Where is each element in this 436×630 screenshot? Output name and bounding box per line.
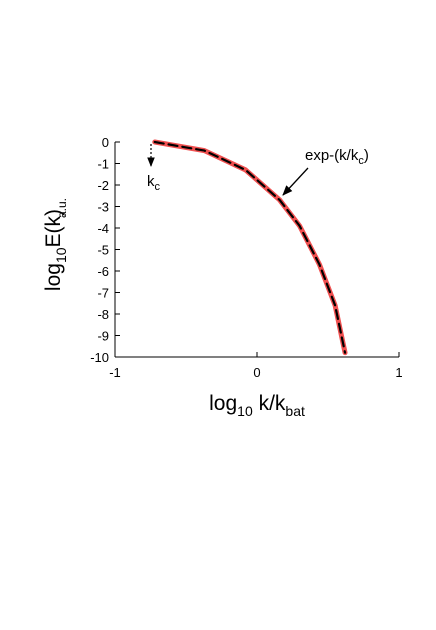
y-tick-label: 0	[102, 135, 109, 150]
annotation-part: )	[364, 147, 369, 164]
y-unit: a.u.	[55, 198, 69, 218]
x-label-sub: bat	[285, 403, 305, 419]
y-tick-label: -4	[97, 221, 109, 236]
marker-label: kc	[147, 173, 161, 193]
x-tick-label: -1	[109, 365, 121, 380]
y-tick-label: -10	[90, 350, 109, 365]
x-label-part: k/k	[253, 392, 286, 415]
y-tick-label: -2	[97, 178, 109, 193]
marker-label-part: k	[147, 173, 155, 190]
y-tick-label: -9	[97, 329, 109, 344]
annotation-arrow	[282, 167, 309, 196]
x-tick-label: 0	[253, 365, 260, 380]
y-tick-label: -8	[97, 307, 109, 322]
y-tick-label: -5	[97, 243, 109, 258]
y-label-part: E(k)	[42, 209, 65, 248]
x-tick-label: 1	[395, 365, 402, 380]
y-label-sub: 10	[53, 247, 69, 263]
y-tick-label: -1	[97, 157, 109, 172]
y-label-part: log	[42, 263, 65, 291]
x-axis-label: log10 k/kbat	[209, 392, 305, 419]
annotation: exp-(k/kc)	[305, 147, 369, 167]
y-tick-label: -6	[97, 264, 109, 279]
series-line	[153, 140, 347, 354]
annotation-sub: c	[358, 155, 364, 167]
y-tick-label: -3	[97, 200, 109, 215]
marker-label-sub: c	[155, 181, 161, 193]
x-label-part: log	[209, 392, 237, 415]
y-axis-label: log10E(k)	[42, 209, 69, 291]
x-label-sub: 10	[237, 403, 253, 419]
y-tick-label: -7	[97, 286, 109, 301]
plot-area: 0-1-2-3-4-5-6-7-8-9-10-1 0 1	[90, 135, 402, 380]
annotation-part: exp-(k/k	[305, 147, 359, 164]
